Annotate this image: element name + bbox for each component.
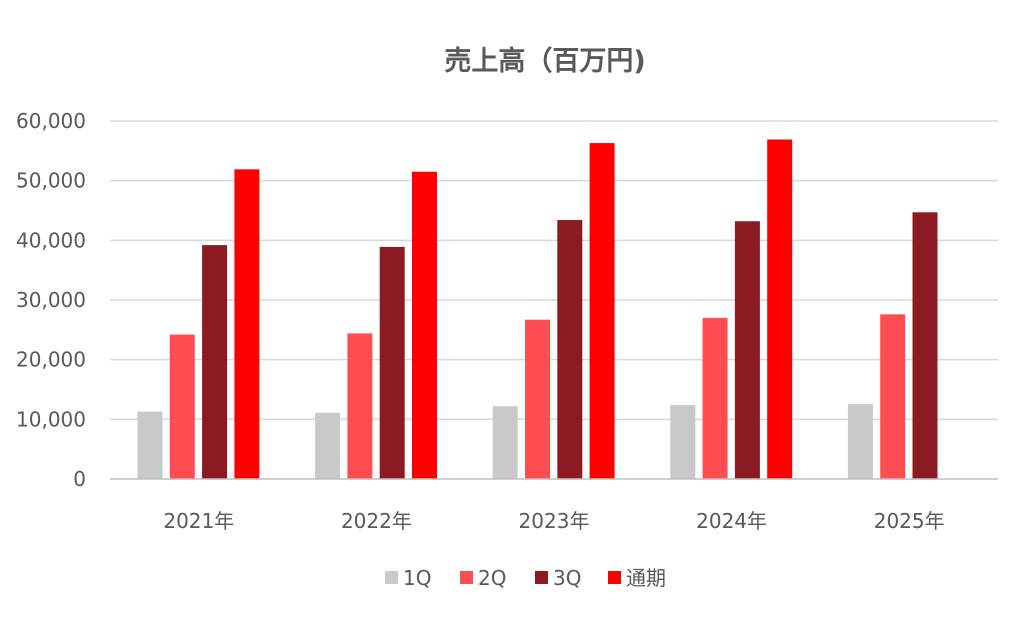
bar [702, 317, 728, 479]
bar [347, 333, 373, 479]
x-tick-label: 2022年 [341, 509, 412, 533]
legend-label: 通期 [626, 566, 666, 590]
bar [169, 334, 195, 479]
bar [412, 171, 437, 479]
y-tick-label: 60,000 [16, 109, 86, 133]
y-axis: 0 10,000 20,000 30,000 40,000 50,000 60,000 [16, 109, 86, 491]
bar [492, 406, 518, 479]
legend-label: 2Q [478, 566, 506, 590]
bar [670, 405, 696, 479]
x-tick-label: 2021年 [163, 509, 234, 533]
y-tick-label: 30,000 [16, 288, 86, 312]
bar [912, 212, 938, 480]
bar [379, 246, 405, 479]
legend-swatch [535, 571, 548, 584]
legend-label: 3Q [553, 566, 581, 590]
bar [557, 220, 583, 479]
legend-swatch [608, 571, 621, 584]
legend-label: 1Q [403, 566, 431, 590]
bar [137, 411, 163, 479]
x-tick-label: 2025年 [874, 509, 945, 533]
bar [589, 143, 615, 479]
chart-title: 売上高（百万円) [444, 45, 645, 77]
x-tick-label: 2023年 [519, 509, 590, 533]
y-tick-label: 40,000 [16, 228, 86, 252]
bars [137, 139, 938, 480]
y-tick-label: 0 [73, 467, 86, 491]
bar [847, 403, 873, 479]
bar [767, 139, 793, 479]
bar [202, 245, 228, 479]
legend-swatch [460, 571, 473, 584]
bar [880, 314, 906, 479]
x-axis: 2021年 2022年 2023年 2024年 2025年 [110, 478, 998, 533]
legend-swatch [385, 571, 398, 584]
y-tick-label: 10,000 [16, 407, 86, 431]
x-tick-label: 2024年 [696, 509, 767, 533]
bar [234, 169, 260, 479]
y-tick-label: 50,000 [16, 169, 86, 193]
bar [525, 319, 550, 479]
legend: 1Q 2Q 3Q 通期 [385, 566, 666, 590]
bar [315, 412, 341, 479]
bar [734, 221, 760, 480]
y-tick-label: 20,000 [16, 348, 86, 372]
